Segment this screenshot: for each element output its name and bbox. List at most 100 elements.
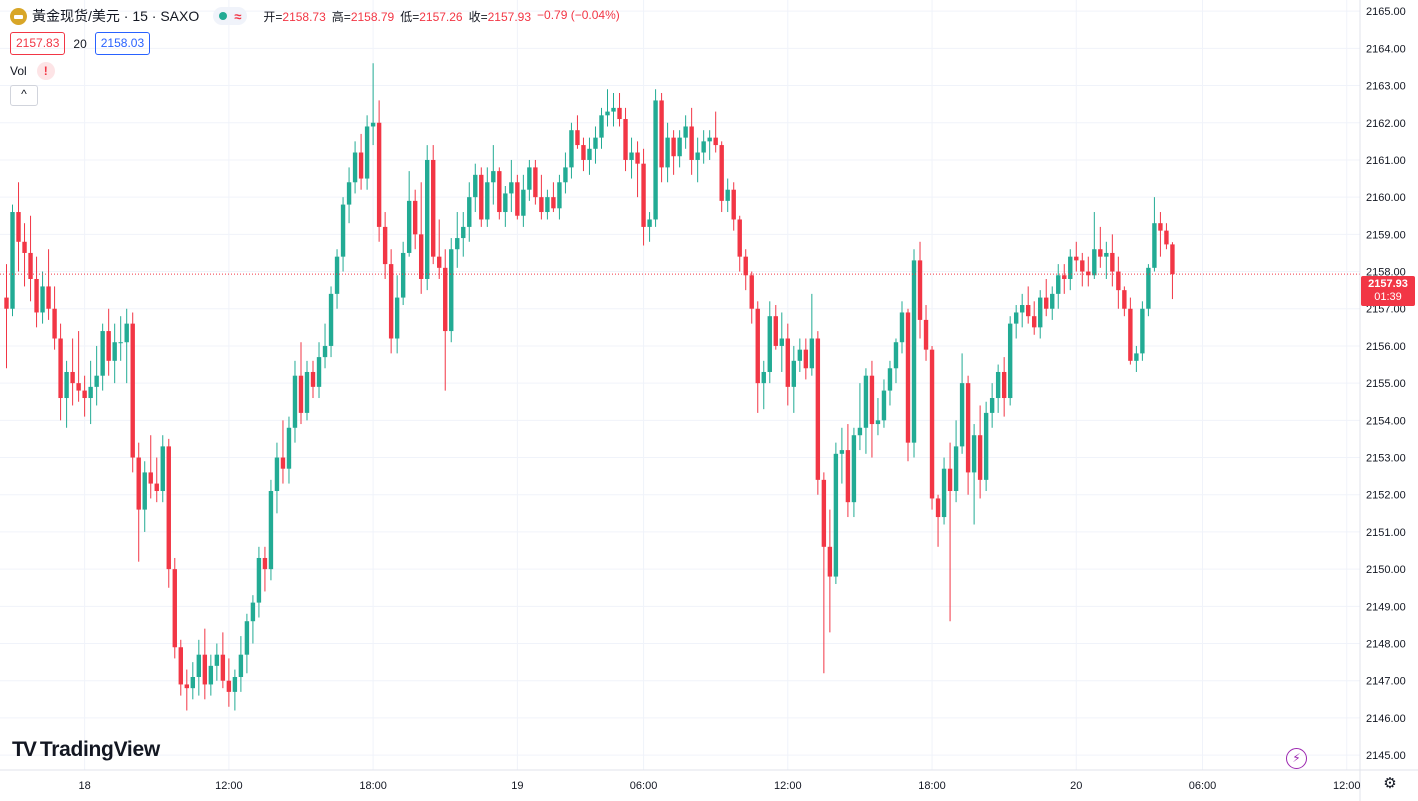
market-status-badge[interactable]: ≈ [213, 7, 248, 25]
candle-body [467, 197, 472, 227]
price-tick-label: 2152.00 [1366, 490, 1406, 502]
candle [1019, 293, 1025, 328]
volume-label[interactable]: Vol [10, 64, 27, 78]
candle [701, 130, 706, 164]
tradingview-logo[interactable]: TV TradingView [12, 738, 160, 762]
candle-body [503, 193, 508, 213]
ohlc-item: 低=2157.26 [400, 8, 462, 25]
candle [1044, 278, 1049, 317]
candle [905, 308, 911, 462]
candle-body [340, 204, 346, 257]
candle [917, 241, 923, 339]
candle [412, 189, 418, 250]
candle-body [755, 308, 760, 384]
candle [875, 398, 881, 436]
candle [629, 137, 634, 179]
candle-body [382, 226, 388, 265]
candle-body [977, 435, 983, 480]
ohlc-item: −0.79 (−0.04%) [537, 8, 620, 25]
ohlc-item: 开=2158.73 [263, 8, 325, 25]
candle-body [148, 472, 153, 484]
candle-body [1140, 308, 1145, 354]
candle-body [989, 398, 995, 413]
candle-body [1122, 290, 1127, 309]
candle [310, 360, 316, 399]
spread-value: 20 [73, 36, 87, 51]
candle-body [376, 122, 382, 227]
gear-icon[interactable]: ⚙ [1383, 775, 1397, 792]
candle-body [839, 450, 845, 454]
time-tick-label: 12:00 [1333, 780, 1361, 792]
time-tick-label: 06:00 [1189, 780, 1217, 792]
candle-body [136, 457, 141, 510]
warning-icon[interactable]: ! [36, 62, 55, 80]
candle-body [166, 446, 171, 570]
candle [707, 130, 712, 160]
candle-body [671, 137, 676, 157]
candle [929, 345, 935, 510]
candle-body [1007, 323, 1013, 399]
candle [1068, 249, 1073, 291]
candle-body [491, 171, 496, 183]
candle-body [274, 457, 280, 492]
candle [226, 658, 232, 707]
candle [941, 457, 947, 525]
candle [953, 420, 959, 503]
candle-body [1044, 297, 1049, 309]
candle [593, 126, 598, 164]
candle [689, 107, 694, 175]
candle [515, 174, 520, 220]
candle-body [629, 152, 634, 160]
candle [148, 435, 153, 499]
collapse-legend-button[interactable]: ^ [10, 85, 38, 106]
candle-body [797, 349, 803, 361]
time-tick-label: 06:00 [630, 780, 658, 792]
candle [737, 215, 742, 272]
candle [1104, 241, 1109, 279]
price-tick-label: 2156.00 [1366, 341, 1406, 353]
time-tick-label: 12:00 [215, 780, 243, 792]
symbol-title[interactable]: 黃金现货/美元 · 15 · SAXO [32, 8, 200, 24]
gold-symbol-icon [10, 7, 27, 25]
candle [394, 275, 400, 354]
candle-body [298, 375, 304, 413]
candle [995, 364, 1001, 413]
lightning-icon[interactable]: ⚡ [1286, 748, 1307, 769]
candle-body [1170, 244, 1175, 275]
candle [791, 345, 797, 413]
candle-body [599, 115, 604, 138]
time-tick-label: 18:00 [918, 780, 946, 792]
ask-price-button[interactable]: 2158.03 [94, 32, 151, 55]
candle [1007, 316, 1013, 406]
candle [202, 628, 208, 700]
candle [653, 89, 658, 227]
candle [809, 293, 815, 376]
candle [839, 427, 845, 484]
candle-body [623, 119, 628, 160]
candle-body [1056, 275, 1061, 294]
candle-body [557, 182, 562, 209]
candle [268, 479, 274, 581]
candle [575, 115, 580, 149]
candle-body [286, 427, 292, 469]
candle-body [845, 450, 851, 503]
candle-body [4, 297, 9, 309]
candle-body [479, 174, 484, 220]
candle [761, 360, 766, 410]
candle-body [737, 219, 742, 257]
candle [214, 643, 220, 681]
candle [382, 212, 388, 279]
candle-body [1086, 271, 1091, 276]
candle-body [154, 483, 159, 492]
candle [244, 613, 250, 674]
price-tick-label: 2150.00 [1366, 564, 1406, 576]
candle [1110, 234, 1115, 287]
candle [256, 546, 262, 618]
bid-price-button[interactable]: 2157.83 [10, 32, 66, 55]
candle-body [316, 357, 322, 387]
ohlc-value: −0.79 (−0.04%) [537, 7, 620, 22]
candle [965, 375, 971, 495]
candle [605, 89, 610, 127]
candle-body [190, 677, 196, 689]
